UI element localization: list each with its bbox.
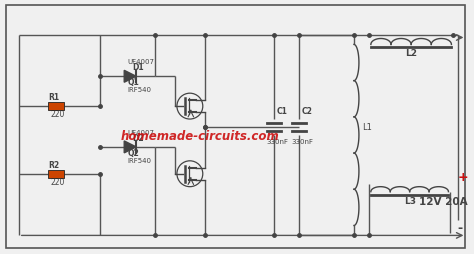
Text: 220: 220 xyxy=(51,177,65,186)
Text: D1: D1 xyxy=(132,63,144,72)
Text: 220: 220 xyxy=(51,110,65,119)
Text: C1: C1 xyxy=(276,107,287,116)
Text: R2: R2 xyxy=(49,160,60,169)
Text: L3: L3 xyxy=(404,196,416,205)
Text: 12V 20A: 12V 20A xyxy=(419,196,468,206)
Text: -: - xyxy=(458,221,463,234)
Text: Q2: Q2 xyxy=(127,148,139,157)
Text: R1: R1 xyxy=(49,93,60,102)
FancyBboxPatch shape xyxy=(47,170,64,178)
Text: IRF540: IRF540 xyxy=(127,87,151,93)
Text: D2: D2 xyxy=(132,133,144,142)
Text: 330nF: 330nF xyxy=(292,138,313,144)
Text: homemade-circuits.com: homemade-circuits.com xyxy=(120,130,279,143)
Text: 330nF: 330nF xyxy=(266,138,289,144)
Text: UF4007: UF4007 xyxy=(127,59,154,65)
FancyBboxPatch shape xyxy=(47,103,64,111)
Text: C2: C2 xyxy=(301,107,312,116)
Polygon shape xyxy=(124,71,136,83)
Text: UF4007: UF4007 xyxy=(127,130,154,135)
Text: +: + xyxy=(458,170,469,183)
Polygon shape xyxy=(124,141,136,153)
Text: Q1: Q1 xyxy=(127,78,139,87)
Text: IRF540: IRF540 xyxy=(127,157,151,163)
Text: L2: L2 xyxy=(405,49,417,58)
Text: L1: L1 xyxy=(362,123,372,132)
